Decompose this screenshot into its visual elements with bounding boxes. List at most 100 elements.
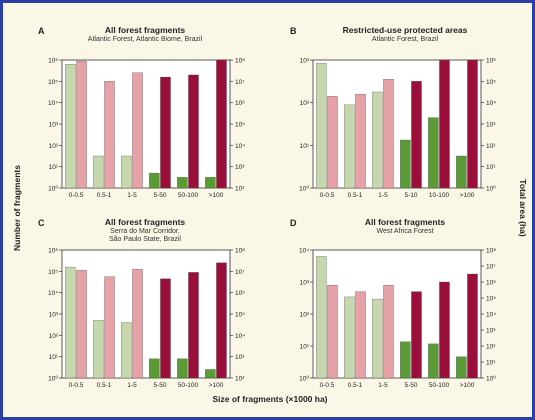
panel-c-subtitle-line2: São Paulo State, Brazil	[109, 236, 181, 243]
panel-a-right-tick-label: 10²	[235, 186, 245, 193]
panel-d-category-label-2: 1-5	[378, 382, 388, 389]
panel-a-right-tick-label: 10³	[235, 164, 245, 171]
panel-d-category-label-4: 50-100	[429, 382, 450, 389]
panel-d-bar-count-3	[400, 341, 411, 379]
panel-c-bar-count-4	[177, 358, 188, 379]
panel-d-left-tick-label: 10⁴	[299, 248, 309, 255]
panel-b-bar-count-4	[428, 117, 439, 189]
panel-a-category-label-3: 5-50	[153, 192, 166, 199]
panel-a-right-tick-label: 10⁵	[235, 122, 245, 129]
panel-c-bar-count-5	[205, 369, 216, 379]
panel-d-left-tick-label: 10²	[300, 312, 310, 319]
panel-d-subtitle: West Africa Forest	[376, 228, 434, 235]
panel-d-category-label-0: 0-0.5	[320, 382, 335, 389]
panel-d-bar-count-5	[456, 356, 467, 379]
panel-b-right-tick-label: 10²	[486, 143, 496, 150]
panel-a-right-tick-label: 10⁷	[235, 79, 245, 86]
panel-a-left-tick-label: 10³	[49, 122, 59, 129]
panel-d-left-tick-label: 10¹	[300, 344, 310, 351]
panel-c-category-label-4: 50-100	[178, 382, 199, 389]
panel-b-bar-area-4	[439, 59, 450, 189]
panel-d-bar-area-2	[383, 285, 394, 379]
panel-d-right-tick-label: 10⁶	[486, 280, 496, 287]
panel-a-bar-count-0	[65, 64, 76, 189]
panel-a-category-label-2: 1-5	[127, 192, 137, 199]
panel-d-right-tick-label: 10³	[486, 328, 496, 335]
panel-a-left-tick-label: 10⁴	[48, 100, 58, 107]
panel-a-bar-count-5	[205, 177, 216, 189]
panel-b-bar-area-2	[383, 79, 394, 189]
panel-c-right-tick-label: 10²	[235, 376, 245, 383]
panel-d-category-label-5: >100	[460, 382, 475, 389]
panel-c-category-label-2: 1-5	[127, 382, 137, 389]
panel-d-letter: D	[290, 218, 297, 228]
panel-c-right-tick-label: 10⁷	[235, 269, 245, 276]
panel-c-bar-area-0	[76, 270, 87, 379]
panel-a-right-tick-label: 10⁶	[235, 100, 245, 107]
panel-c-left-tick-label: 10³	[49, 312, 59, 319]
panel-a-left-tick-label: 10¹	[49, 164, 59, 171]
panel-b-plot-area	[312, 59, 482, 189]
panel-c-right-tick-label: 10⁶	[235, 290, 245, 297]
panel-c-right-tick-label: 10³	[235, 354, 245, 361]
panel-c-left-tick-label: 10²	[49, 333, 59, 340]
panel-a-category-label-0: 0-0.5	[69, 192, 84, 199]
x-axis-label: Size of fragments (×1000 ha)	[212, 394, 328, 404]
panel-b-bar-count-3	[400, 139, 411, 189]
panel-a-right-tick-label: 10⁸	[235, 58, 245, 65]
panel-c-subtitle-line1: Serra do Mar Corridor,	[110, 228, 180, 235]
panel-c-category-label-1: 0.5-1	[97, 382, 112, 389]
panel-b-bar-count-5	[456, 155, 467, 189]
panel-b-bar-count-2	[372, 91, 383, 189]
panel-c-bar-area-3	[160, 278, 171, 379]
panel-c-category-label-5: >100	[209, 382, 224, 389]
panel-a-bar-count-1	[93, 155, 104, 189]
panel-b-category-label-3: 5-10	[404, 192, 417, 199]
panel-b-bar-area-0	[327, 96, 338, 189]
panel-a-bar-area-1	[104, 81, 115, 189]
panel-d-title: All forest fragments	[364, 217, 446, 227]
panel-b-right-tick-label: 10¹	[486, 164, 496, 171]
panel-c-bar-area-4	[188, 272, 199, 379]
panel-b-title: Restricted-use protected areas	[342, 25, 468, 35]
panel-b-category-label-1: 0.5-1	[348, 192, 363, 199]
panel-d-right-tick-label: 10⁴	[486, 312, 496, 319]
panel-d-bar-area-5	[467, 273, 478, 379]
panel-a-bar-area-3	[160, 76, 171, 189]
panel-d-bar-area-4	[439, 281, 450, 379]
panel-b-bar-count-1	[344, 104, 355, 189]
panel-c-left-tick-label: 10⁶	[48, 248, 58, 255]
panel-b-right-tick-label: 10⁴	[486, 100, 496, 107]
panel-b-right-tick-label: 10³	[486, 122, 496, 129]
panel-d-bar-area-1	[355, 291, 366, 379]
panel-a-category-label-4: 50-100	[178, 192, 199, 199]
panel-a-bar-area-2	[132, 72, 143, 189]
panel-a-bar-count-3	[149, 172, 160, 189]
panel-d-left-tick-label: 10³	[300, 280, 310, 287]
panel-a-bar-area-4	[188, 74, 199, 189]
panel-a-right-tick-label: 10⁴	[235, 143, 245, 150]
panel-c-bar-area-1	[104, 276, 115, 379]
panel-a-left-tick-label: 10⁰	[48, 185, 58, 193]
panel-d-right-tick-label: 10¹	[486, 360, 496, 367]
panel-a-left-tick-label: 10⁵	[48, 79, 58, 86]
panel-c-bar-count-0	[65, 266, 76, 379]
panel-b-subtitle: Atlantic Forest, Brazil	[371, 36, 439, 43]
panel-b-bar-area-3	[411, 81, 422, 189]
panel-c-title: All forest fragments	[104, 217, 186, 227]
panel-b-category-label-2: 1-5	[378, 192, 388, 199]
panel-d-category-label-3: 5-50	[404, 382, 417, 389]
panel-b-left-tick-label: 10⁰	[299, 185, 309, 193]
panel-a-letter: A	[38, 26, 45, 36]
panel-c-plot-area	[61, 249, 231, 379]
panel-b-right-tick-label: 10⁵	[486, 79, 496, 86]
panel-d-bar-count-2	[372, 298, 383, 379]
panel-d-right-tick-label: 10⁸	[486, 248, 496, 255]
panel-d-right-tick-label: 10⁷	[486, 264, 496, 271]
panel-a-bar-count-2	[121, 155, 132, 189]
panel-c-bar-count-2	[121, 322, 132, 379]
panel-d-plot-area	[312, 249, 482, 379]
panel-d-bar-count-4	[428, 343, 439, 379]
panel-b-bar-count-0	[316, 63, 327, 189]
